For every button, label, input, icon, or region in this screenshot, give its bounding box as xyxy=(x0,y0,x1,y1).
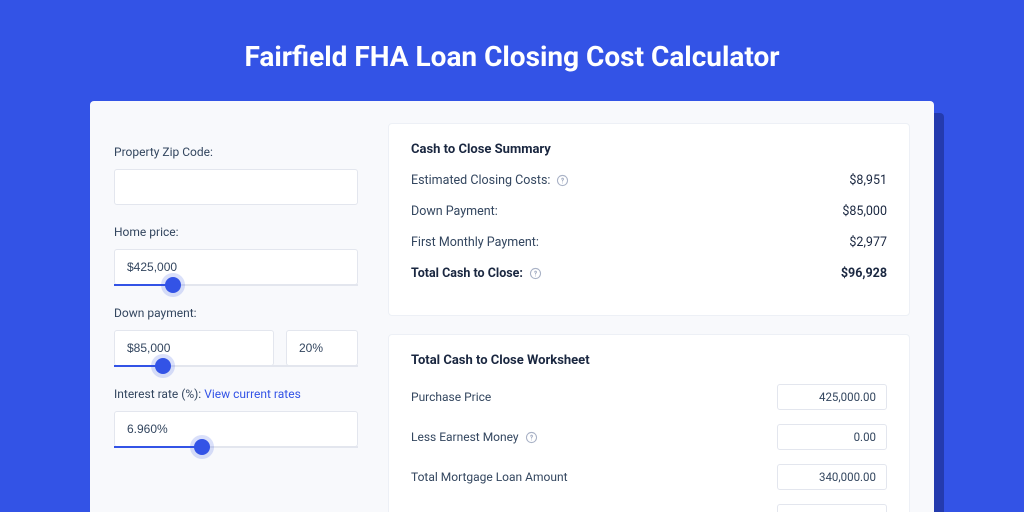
worksheet-card: Total Cash to Close Worksheet Purchase P… xyxy=(388,334,910,512)
worksheet-rows: Purchase Price 425,000.00 Less Earnest M… xyxy=(411,384,887,512)
home-price-input[interactable] xyxy=(114,249,358,285)
down-payment-label: Down payment: xyxy=(114,306,358,320)
summary-row: Total Cash to Close: $96,928 xyxy=(411,266,887,281)
summary-row-label: First Monthly Payment: xyxy=(411,235,539,250)
worksheet-row: Total Second Mortgage Amount 0.00 xyxy=(411,504,887,512)
panel-shadow: Property Zip Code: Home price: Down paym… xyxy=(90,101,934,512)
results-column: Cash to Close Summary Estimated Closing … xyxy=(388,123,910,512)
view-rates-link[interactable]: View current rates xyxy=(204,387,301,401)
zip-label: Property Zip Code: xyxy=(114,145,358,159)
summary-row-value: $85,000 xyxy=(842,204,887,219)
summary-row: First Monthly Payment: $2,977 xyxy=(411,235,887,250)
interest-label-text: Interest rate (%): xyxy=(114,387,201,401)
interest-input[interactable] xyxy=(114,411,358,447)
worksheet-row: Less Earnest Money 0.00 xyxy=(411,424,887,450)
summary-row: Down Payment: $85,000 xyxy=(411,204,887,219)
summary-row: Estimated Closing Costs: $8,951 xyxy=(411,173,887,188)
form-sidebar: Property Zip Code: Home price: Down paym… xyxy=(114,123,358,512)
info-icon[interactable] xyxy=(525,431,538,444)
worksheet-row-label: Total Mortgage Loan Amount xyxy=(411,470,568,484)
worksheet-row-label: Purchase Price xyxy=(411,390,491,404)
summary-card: Cash to Close Summary Estimated Closing … xyxy=(388,123,910,316)
down-payment-input[interactable] xyxy=(114,330,274,366)
worksheet-row-value[interactable]: 0.00 xyxy=(777,424,887,450)
worksheet-row-value[interactable]: 340,000.00 xyxy=(777,464,887,490)
worksheet-row-value[interactable]: 425,000.00 xyxy=(777,384,887,410)
slider-fill xyxy=(114,446,202,448)
worksheet-row: Purchase Price 425,000.00 xyxy=(411,384,887,410)
slider-fill xyxy=(114,284,173,286)
summary-row-label: Down Payment: xyxy=(411,204,498,219)
home-price-slider[interactable] xyxy=(114,285,358,286)
summary-row-label: Estimated Closing Costs: xyxy=(411,173,550,188)
page-title: Fairfield FHA Loan Closing Cost Calculat… xyxy=(0,0,1024,101)
calculator-panel: Property Zip Code: Home price: Down paym… xyxy=(90,101,934,512)
summary-rows: Estimated Closing Costs: $8,951 Down Pay… xyxy=(411,173,887,281)
slider-thumb[interactable] xyxy=(165,277,181,293)
info-icon[interactable] xyxy=(529,267,542,280)
down-payment-field: Down payment: xyxy=(114,306,358,367)
interest-field: Interest rate (%): View current rates xyxy=(114,387,358,448)
interest-slider[interactable] xyxy=(114,447,358,448)
down-payment-pct-input[interactable] xyxy=(286,330,358,366)
zip-field: Property Zip Code: xyxy=(114,145,358,205)
home-price-field: Home price: xyxy=(114,225,358,286)
summary-title: Cash to Close Summary xyxy=(411,142,887,157)
worksheet-row-label: Less Earnest Money xyxy=(411,430,519,444)
slider-thumb[interactable] xyxy=(155,358,171,374)
zip-input[interactable] xyxy=(114,169,358,205)
worksheet-row: Total Mortgage Loan Amount 340,000.00 xyxy=(411,464,887,490)
info-icon[interactable] xyxy=(556,174,569,187)
slider-thumb[interactable] xyxy=(194,439,210,455)
interest-label: Interest rate (%): View current rates xyxy=(114,387,358,401)
summary-row-value: $8,951 xyxy=(849,173,887,188)
down-payment-slider[interactable] xyxy=(114,366,358,367)
summary-row-value: $96,928 xyxy=(841,266,887,281)
worksheet-title: Total Cash to Close Worksheet xyxy=(411,353,887,368)
summary-row-label: Total Cash to Close: xyxy=(411,266,523,281)
worksheet-row-value[interactable]: 0.00 xyxy=(777,504,887,512)
summary-row-value: $2,977 xyxy=(849,235,887,250)
home-price-label: Home price: xyxy=(114,225,358,239)
